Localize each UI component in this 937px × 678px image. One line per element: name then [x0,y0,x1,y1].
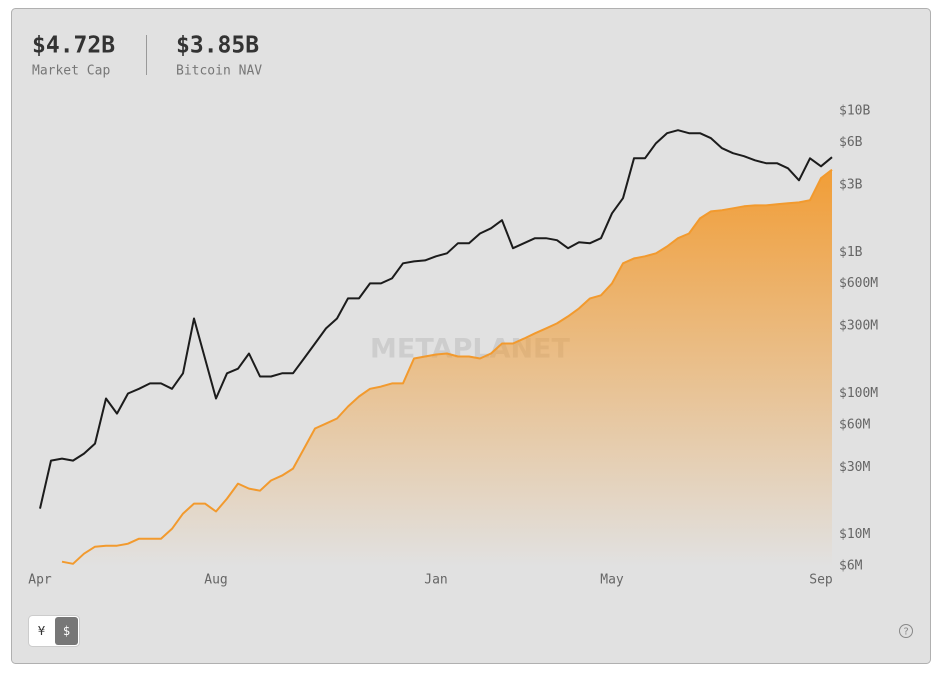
stat-value: $4.72B [32,33,115,59]
y-tick-label: $10B [839,104,870,119]
currency-option[interactable]: $ [63,624,70,638]
stat-label: Market Cap [32,64,110,79]
y-tick-label: $6B [839,135,863,150]
plot: $10B $6B $3B $1B $600M $300M $100M $60M $30M $10M… [28,104,878,588]
y-tick-label: $6M [839,559,863,574]
y-tick-label: $600M [839,276,878,291]
y-tick-label: $30M [839,460,870,475]
area [62,169,832,566]
help-icon[interactable] [899,624,913,638]
controls: ¥ $ [38,617,78,645]
x-tick-label: Aug [204,573,227,588]
x-tick-label: Apr [28,573,52,588]
stat-value: $3.85B [176,33,259,59]
y-tick-label: $10M [839,527,870,542]
currency-selected[interactable] [55,617,78,645]
y-tick-label: $100M [839,386,878,401]
y-tick-label: $1B [839,245,863,260]
y-tick-label: $300M [839,319,878,334]
x-tick-label: Jan [424,573,447,588]
x-tick-label: May [600,573,624,588]
line [39,129,833,509]
line [61,168,833,565]
help-text[interactable]: ? [903,627,909,638]
x-tick-label: Sep [809,573,833,588]
y-tick-label: $3B [839,177,863,192]
y-tick-label: $60M [839,417,870,432]
currency-option[interactable]: ¥ [38,624,46,638]
stat-label: Bitcoin NAV [176,64,262,79]
